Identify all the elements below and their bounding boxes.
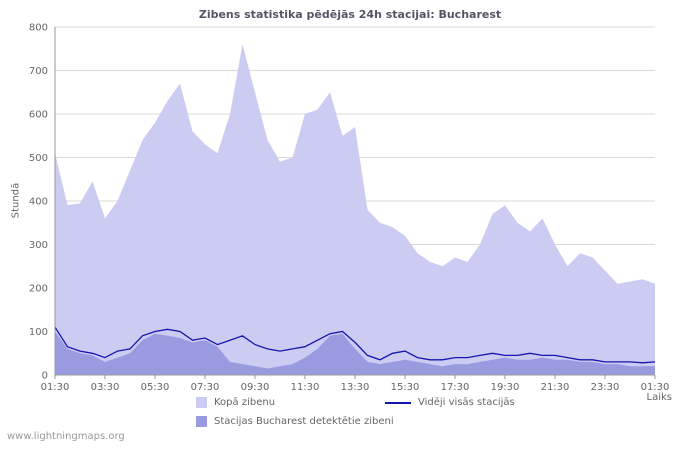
svg-text:700: 700 bbox=[29, 66, 48, 77]
svg-text:03:30: 03:30 bbox=[91, 382, 120, 393]
svg-text:500: 500 bbox=[29, 153, 48, 164]
station-area-swatch bbox=[196, 416, 207, 427]
total-area-swatch bbox=[196, 397, 207, 408]
svg-text:19:30: 19:30 bbox=[491, 382, 520, 393]
average-line bbox=[54, 326, 656, 364]
svg-text:300: 300 bbox=[29, 240, 48, 251]
svg-text:0: 0 bbox=[42, 371, 48, 382]
legend-label-total: Kopā zibenu bbox=[214, 397, 276, 408]
svg-text:11:30: 11:30 bbox=[291, 382, 320, 393]
svg-text:15:30: 15:30 bbox=[391, 382, 420, 393]
svg-text:800: 800 bbox=[29, 23, 48, 34]
svg-text:01:30: 01:30 bbox=[641, 382, 670, 393]
svg-text:600: 600 bbox=[29, 110, 48, 121]
svg-text:21:30: 21:30 bbox=[541, 382, 570, 393]
svg-text:05:30: 05:30 bbox=[141, 382, 170, 393]
legend-item-average: Vidēji visās stacijās bbox=[385, 397, 515, 408]
svg-text:07:30: 07:30 bbox=[191, 382, 220, 393]
chart-title: Zibens statistika pēdējās 24h stacijai: … bbox=[198, 8, 502, 21]
station-area bbox=[55, 331, 655, 375]
watermark-text: www.lightningmaps.org bbox=[7, 431, 125, 442]
svg-text:09:30: 09:30 bbox=[241, 382, 270, 393]
svg-text:200: 200 bbox=[29, 284, 48, 295]
total-area bbox=[55, 44, 655, 376]
svg-text:01:30: 01:30 bbox=[41, 382, 70, 393]
svg-text:23:30: 23:30 bbox=[591, 382, 620, 393]
axes bbox=[54, 27, 656, 379]
series-areas bbox=[55, 44, 655, 376]
average-line-swatch bbox=[385, 401, 411, 404]
svg-text:400: 400 bbox=[29, 197, 48, 208]
svg-text:17:30: 17:30 bbox=[441, 382, 470, 393]
legend-item-total: Kopā zibenu bbox=[196, 397, 275, 408]
svg-text:100: 100 bbox=[29, 327, 48, 338]
legend-label-average: Vidēji visās stacijās bbox=[418, 397, 515, 408]
svg-text:13:30: 13:30 bbox=[341, 382, 370, 393]
tick-labels: 0 100 200 300 400 500 600 700 800 01:30 03:30 05:30… bbox=[29, 23, 670, 394]
x-axis-label: Laiks bbox=[646, 392, 672, 403]
legend-item-station: Stacijas Bucharest detektētie zibeni bbox=[196, 416, 394, 427]
series-line bbox=[54, 326, 656, 364]
legend-label-station: Stacijas Bucharest detektētie zibeni bbox=[214, 416, 394, 427]
